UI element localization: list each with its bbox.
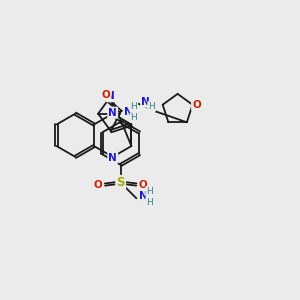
Text: O: O [139, 179, 148, 190]
Text: O: O [102, 90, 110, 100]
Text: N: N [106, 91, 115, 101]
Text: O: O [94, 179, 103, 190]
Text: S: S [116, 176, 125, 189]
Text: N: N [108, 108, 117, 118]
Text: H: H [146, 198, 153, 207]
Text: N: N [124, 107, 132, 117]
Text: O: O [192, 100, 201, 110]
Text: H: H [130, 102, 137, 111]
Text: N: N [141, 97, 150, 107]
Text: N: N [139, 191, 148, 201]
Text: H: H [146, 187, 153, 196]
Text: H: H [130, 113, 137, 122]
Text: H: H [148, 102, 155, 111]
Text: N: N [108, 153, 117, 163]
